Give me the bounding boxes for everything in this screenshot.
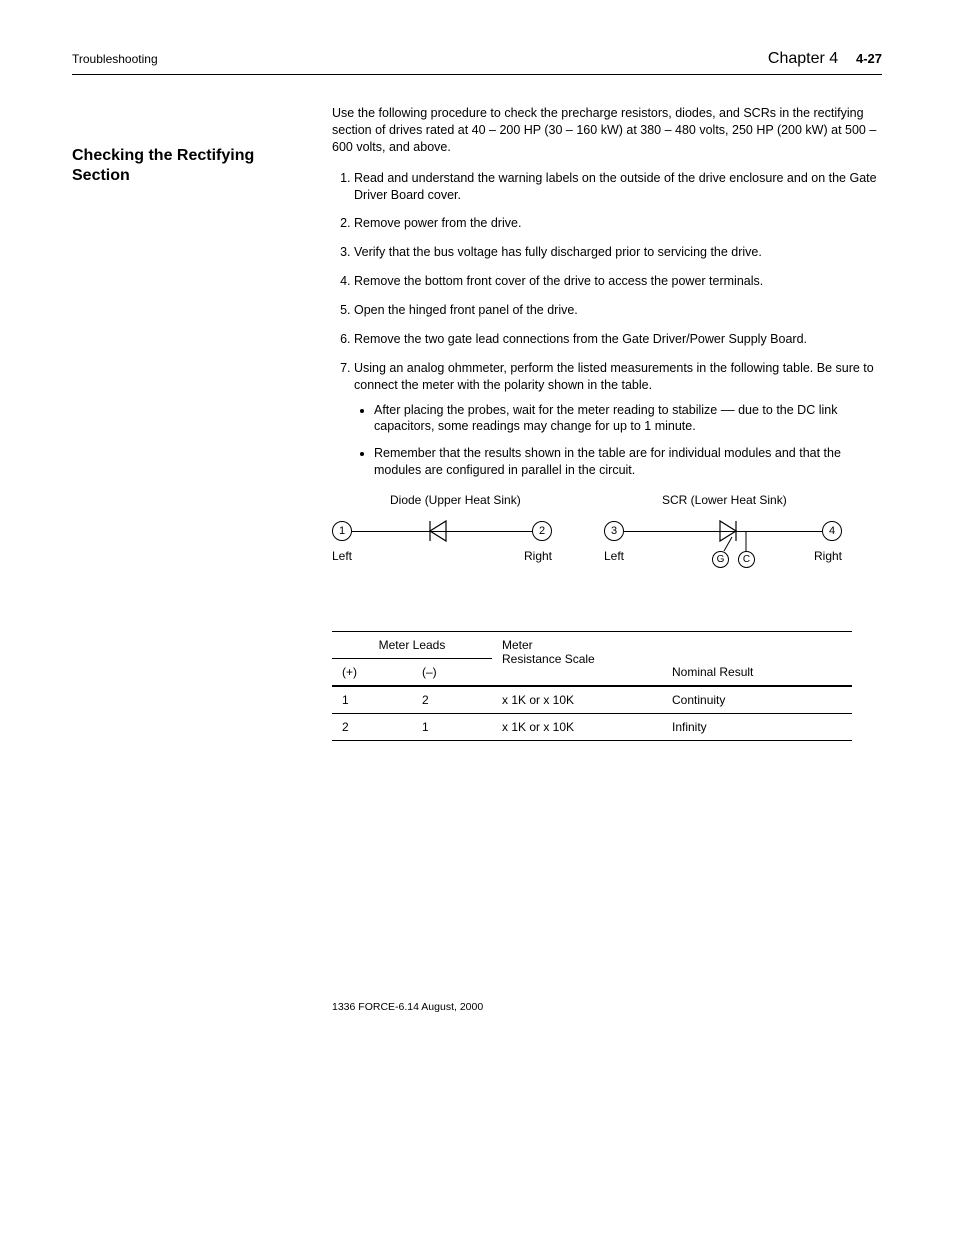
step-3: Verify that the bus voltage has fully di… [354, 244, 882, 261]
document-id: 1336 FORCE-6.14 August, 2000 [332, 1001, 882, 1013]
table-row: 2 1 x 1K or x 10K Infinity [332, 714, 852, 741]
th-result: Nominal Result [662, 632, 852, 687]
step-4: Remove the bottom front cover of the dri… [354, 273, 882, 290]
step-7-note-1: After placing the probes, wait for the m… [374, 402, 882, 436]
schematic-diagram: Diode (Upper Heat Sink) 1 2 Left Right S… [332, 493, 852, 613]
header-rule [72, 74, 882, 75]
chapter-title: Troubleshooting [72, 52, 158, 66]
step-2: Remove power from the drive. [354, 215, 882, 232]
th-negative: (–) [412, 659, 492, 687]
scr-right-label: Right [814, 549, 842, 563]
scr-title: SCR (Lower Heat Sink) [662, 493, 787, 507]
step-7-note-2: Remember that the results shown in the t… [374, 445, 882, 479]
header-right: Chapter 4 4-27 [768, 50, 882, 68]
section-heading: Checking the Rectifying Section [72, 146, 302, 186]
step-7: Using an analog ohmmeter, perform the li… [354, 360, 882, 479]
terminal-2: 2 [532, 521, 552, 541]
scr-gate-terminal: G [712, 551, 729, 568]
th-resistance: MeterResistance Scale [502, 638, 652, 666]
measurement-table: Meter Leads MeterResistance Scale Nomina… [332, 631, 882, 741]
terminal-4: 4 [822, 521, 842, 541]
diode-left-label: Left [332, 549, 352, 563]
table-row: 1 2 x 1K or x 10K Continuity [332, 686, 852, 714]
diode-title: Diode (Upper Heat Sink) [390, 493, 521, 507]
intro-paragraph: Use the following procedure to check the… [332, 105, 882, 156]
page-number: 4-27 [856, 51, 882, 66]
procedure-list: Read and understand the warning labels o… [332, 170, 882, 479]
terminal-1: 1 [332, 521, 352, 541]
diode-right-label: Right [524, 549, 552, 563]
step-5: Open the hinged front panel of the drive… [354, 302, 882, 319]
th-meter-leads: Meter Leads [332, 632, 492, 659]
diode-symbol [426, 519, 456, 543]
step-1: Read and understand the warning labels o… [354, 170, 882, 204]
scr-cathode-terminal: C [738, 551, 755, 568]
scr-left-label: Left [604, 549, 624, 563]
th-positive: (+) [332, 659, 412, 687]
step-6: Remove the two gate lead connections fro… [354, 331, 882, 348]
terminal-3: 3 [604, 521, 624, 541]
